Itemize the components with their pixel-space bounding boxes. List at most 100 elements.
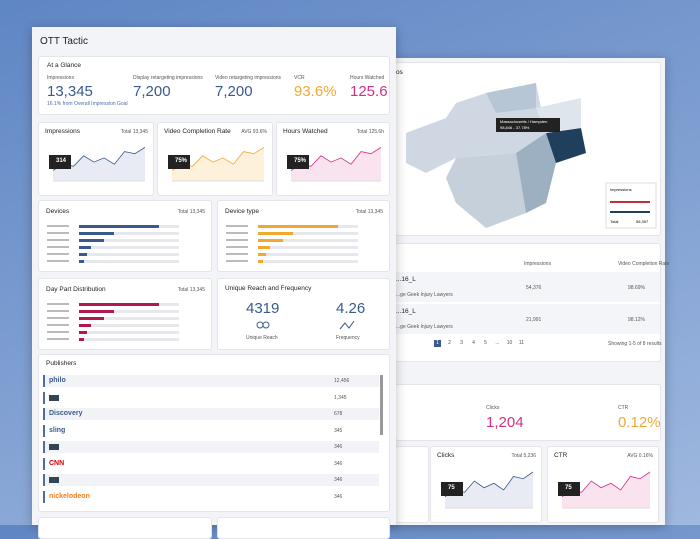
page-link[interactable]: 5 xyxy=(484,340,487,346)
publisher-value: 345 xyxy=(334,427,343,434)
page-link[interactable]: 4 xyxy=(472,340,475,346)
page-link[interactable]: 10 xyxy=(506,340,513,346)
chart-card: Hours Watched Total 125.6h 75% xyxy=(276,122,390,196)
publisher-row xyxy=(43,408,379,420)
publisher-row xyxy=(43,490,379,503)
row-label xyxy=(226,246,248,248)
line-chart xyxy=(558,471,651,509)
daypart-card: Day Part Distribution Total 13,345 xyxy=(38,278,212,350)
line-chart xyxy=(441,471,534,509)
metric-value: 13,345 xyxy=(47,83,93,100)
bar xyxy=(258,239,283,242)
bar-track xyxy=(293,232,358,235)
row-label xyxy=(226,232,248,234)
chart-tip: 75 xyxy=(565,485,572,491)
map-title: os xyxy=(396,69,403,76)
publishers-card: Publishers philo 12,456 1,345 Discovery 678 s… xyxy=(38,354,390,512)
metric-value: 7,200 xyxy=(133,83,171,100)
publisher-value: 12,456 xyxy=(334,378,350,384)
chart-tip: 75% xyxy=(175,158,188,164)
page-link[interactable]: 2 xyxy=(448,340,451,346)
page-link[interactable]: 1 xyxy=(434,340,441,347)
metric-label: Impressions xyxy=(47,75,74,81)
kpi-label: CTR xyxy=(618,405,629,411)
card xyxy=(38,517,212,539)
table-row xyxy=(396,272,660,302)
row-label xyxy=(226,239,248,241)
metric-label: Display retargeting impressions xyxy=(133,75,203,81)
chart-card: Clicks Total 5,236 75 xyxy=(430,446,542,523)
chart-total: Total 13,345 xyxy=(120,129,148,135)
bar xyxy=(258,232,293,235)
map: Massachusetts / Hampden 98,846 - 37.78% … xyxy=(406,83,657,229)
glance-card: At a Glance Impressions 13,345 Display ret… xyxy=(38,56,390,115)
publisher-value: 346 xyxy=(334,477,343,483)
chart-total: AVG 93.6% xyxy=(241,129,267,135)
cell: 54,376 xyxy=(526,285,542,291)
chart-title: Impressions xyxy=(45,128,81,135)
bar-track xyxy=(91,324,179,327)
reach-value: 4319 xyxy=(246,300,280,317)
bar xyxy=(258,260,263,263)
publisher-value: 346 xyxy=(334,493,343,500)
table-row xyxy=(396,304,660,334)
publisher-name: CNN xyxy=(49,459,65,467)
pagination: 1 2 3 4 5... 10 11 xyxy=(434,340,525,347)
card-title: Publishers xyxy=(46,360,77,367)
cell: 21,991 xyxy=(526,317,542,323)
card-title: Unique Reach and Frequency xyxy=(225,285,312,292)
chart-tip: 75 xyxy=(448,485,455,491)
chart-title: CTR xyxy=(554,452,568,459)
bar-track xyxy=(270,246,358,249)
legend-title: Impressions xyxy=(610,187,632,192)
line-chart xyxy=(49,147,146,182)
page-link[interactable]: 11 xyxy=(518,340,525,346)
bar-track xyxy=(263,260,358,263)
metric-label: Video retargeting impressions xyxy=(215,75,282,81)
bar-track xyxy=(159,303,179,306)
publisher-row xyxy=(43,457,379,470)
metric-label: VCR xyxy=(294,75,305,81)
publisher-row xyxy=(43,474,379,486)
metric-value: 93.6% xyxy=(294,83,337,100)
metric-label: Hours Watched xyxy=(350,75,385,81)
bar-track xyxy=(84,260,179,263)
page-title: OTT Tactic xyxy=(40,36,88,47)
publisher-value: 346 xyxy=(334,444,343,450)
kpi-value: 0.12% xyxy=(618,414,661,431)
bar xyxy=(79,338,84,341)
cell: 98.12% xyxy=(628,317,645,323)
bar xyxy=(258,253,266,256)
row-label xyxy=(47,260,69,262)
chart-total: Total 5,236 xyxy=(511,453,536,459)
publisher-row xyxy=(43,375,379,387)
front-panel: OTT Tactic At a Glance Impressions 13,345… xyxy=(32,27,396,539)
chart-card: Video Completion Rate AVG 93.6% 75% xyxy=(157,122,273,196)
bar xyxy=(79,239,104,242)
row-label xyxy=(47,232,69,234)
tooltip-value: 98,846 - 37.78% xyxy=(500,125,530,130)
bar xyxy=(79,317,104,320)
row-label xyxy=(47,246,69,248)
chart-card: Impressions Total 13,345 314 xyxy=(38,122,154,196)
card-title: Devices xyxy=(46,208,70,215)
publisher-name: philo xyxy=(49,377,66,384)
cell: ...16_L xyxy=(396,276,416,283)
page-link[interactable]: ... xyxy=(495,340,500,346)
page-link[interactable]: 3 xyxy=(460,340,463,346)
row-label xyxy=(47,310,69,312)
card-title: Device type xyxy=(225,208,259,215)
bar-track xyxy=(114,232,179,235)
frequency-value: 4.26 xyxy=(336,300,366,317)
row-label xyxy=(226,225,248,227)
row-label xyxy=(47,317,69,319)
row-label xyxy=(47,303,69,305)
bar xyxy=(79,225,159,228)
bar xyxy=(79,303,159,306)
bar-track xyxy=(104,317,179,320)
line-chart xyxy=(168,147,265,182)
publisher-value: 346 xyxy=(334,460,343,467)
bar-track xyxy=(91,246,179,249)
bar xyxy=(79,253,87,256)
